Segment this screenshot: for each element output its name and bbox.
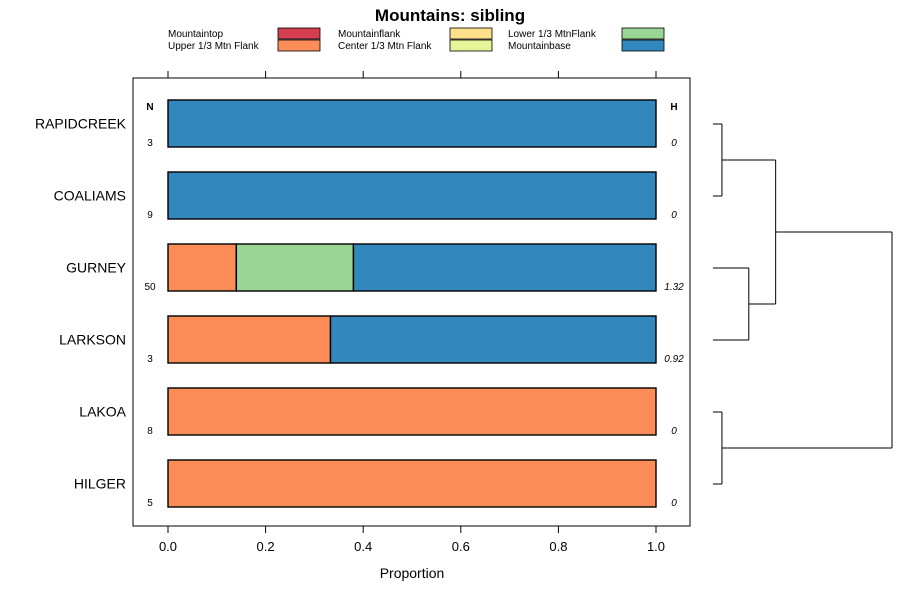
h-value-lakoa: 0 [671,426,677,437]
category-label-rapidcreek: RAPIDCREEK [35,116,127,132]
legend-swatch-mountaintop [277,27,321,40]
x-tick-label: 0.0 [159,539,177,554]
n-header: N [146,102,153,113]
h-header: H [670,102,677,113]
n-h-columns: N H3 09 050 1.323 0.928 05 0 [144,102,684,509]
bar-gurney-mountainbase [352,243,657,292]
legend-swatch-lower-1-3-mtnflank [621,27,665,40]
n-value-larkson: 3 [147,354,153,365]
bar-rapidcreek-mountainbase [167,99,657,148]
bar-coaliams-mountainbase [167,171,657,220]
h-value-larkson: 0.92 [664,354,684,365]
legend-swatch-center-1-3-mtn-flank [449,39,493,52]
bar-lakoa-upper-1-3-mtn-flank [167,387,657,436]
bar-hilger-upper-1-3-mtn-flank [167,459,657,508]
n-value-coaliams: 9 [147,210,153,221]
x-tick-label: 0.4 [354,539,372,554]
n-value-rapidcreek: 3 [147,138,153,149]
x-axis: 0.0 0.2 0.4 0.6 0.8 1.0 [159,71,665,554]
legend-label-mountainflank: Mountainflank [338,29,401,40]
x-axis-title: Proportion [380,565,445,581]
n-value-hilger: 5 [147,498,153,509]
legend-label-lower-1-3-mtnflank: Lower 1/3 MtnFlank [508,29,597,40]
plot-frame [132,77,691,527]
bar-gurney-upper-1-3-mtn-flank [167,243,238,292]
category-label-gurney: GURNEY [66,260,127,276]
h-value-hilger: 0 [671,498,677,509]
category-label-lakoa: LAKOA [79,404,126,420]
legend-swatch-mountainflank [449,27,493,40]
legend-swatch-upper-1-3-mtn-flank [277,39,321,52]
h-value-coaliams: 0 [671,210,677,221]
x-tick-label: 0.8 [549,539,567,554]
x-tick-label: 0.6 [452,539,470,554]
n-value-gurney: 50 [144,282,156,293]
h-value-rapidcreek: 0 [671,138,677,149]
bars [167,99,657,508]
legend-label-mountaintop: Mountaintop [168,29,223,40]
bar-larkson-mountainbase [329,315,657,364]
category-labels: RAPIDCREEK COALIAMS GURNEY LARKSON LAKOA HILG… [35,116,127,492]
legend-label-upper-1-3-mtn-flank: Upper 1/3 Mtn Flank [168,41,260,52]
category-label-coaliams: COALIAMS [54,188,126,204]
legend-label-mountainbase: Mountainbase [508,41,571,52]
legend-swatch-mountainbase [621,39,665,52]
chart-title: Mountains: sibling [375,6,525,25]
bar-gurney-lower-1-3-mtnflank [235,243,355,292]
n-value-lakoa: 8 [147,426,153,437]
dendrogram [713,123,893,485]
category-label-larkson: LARKSON [59,332,126,348]
bar-larkson-upper-1-3-mtn-flank [167,315,332,364]
legend-label-center-1-3-mtn-flank: Center 1/3 Mtn Flank [338,41,432,52]
h-value-gurney: 1.32 [664,282,684,293]
x-tick-label: 0.2 [257,539,275,554]
category-label-hilger: HILGER [74,476,126,492]
x-tick-label: 1.0 [647,539,665,554]
